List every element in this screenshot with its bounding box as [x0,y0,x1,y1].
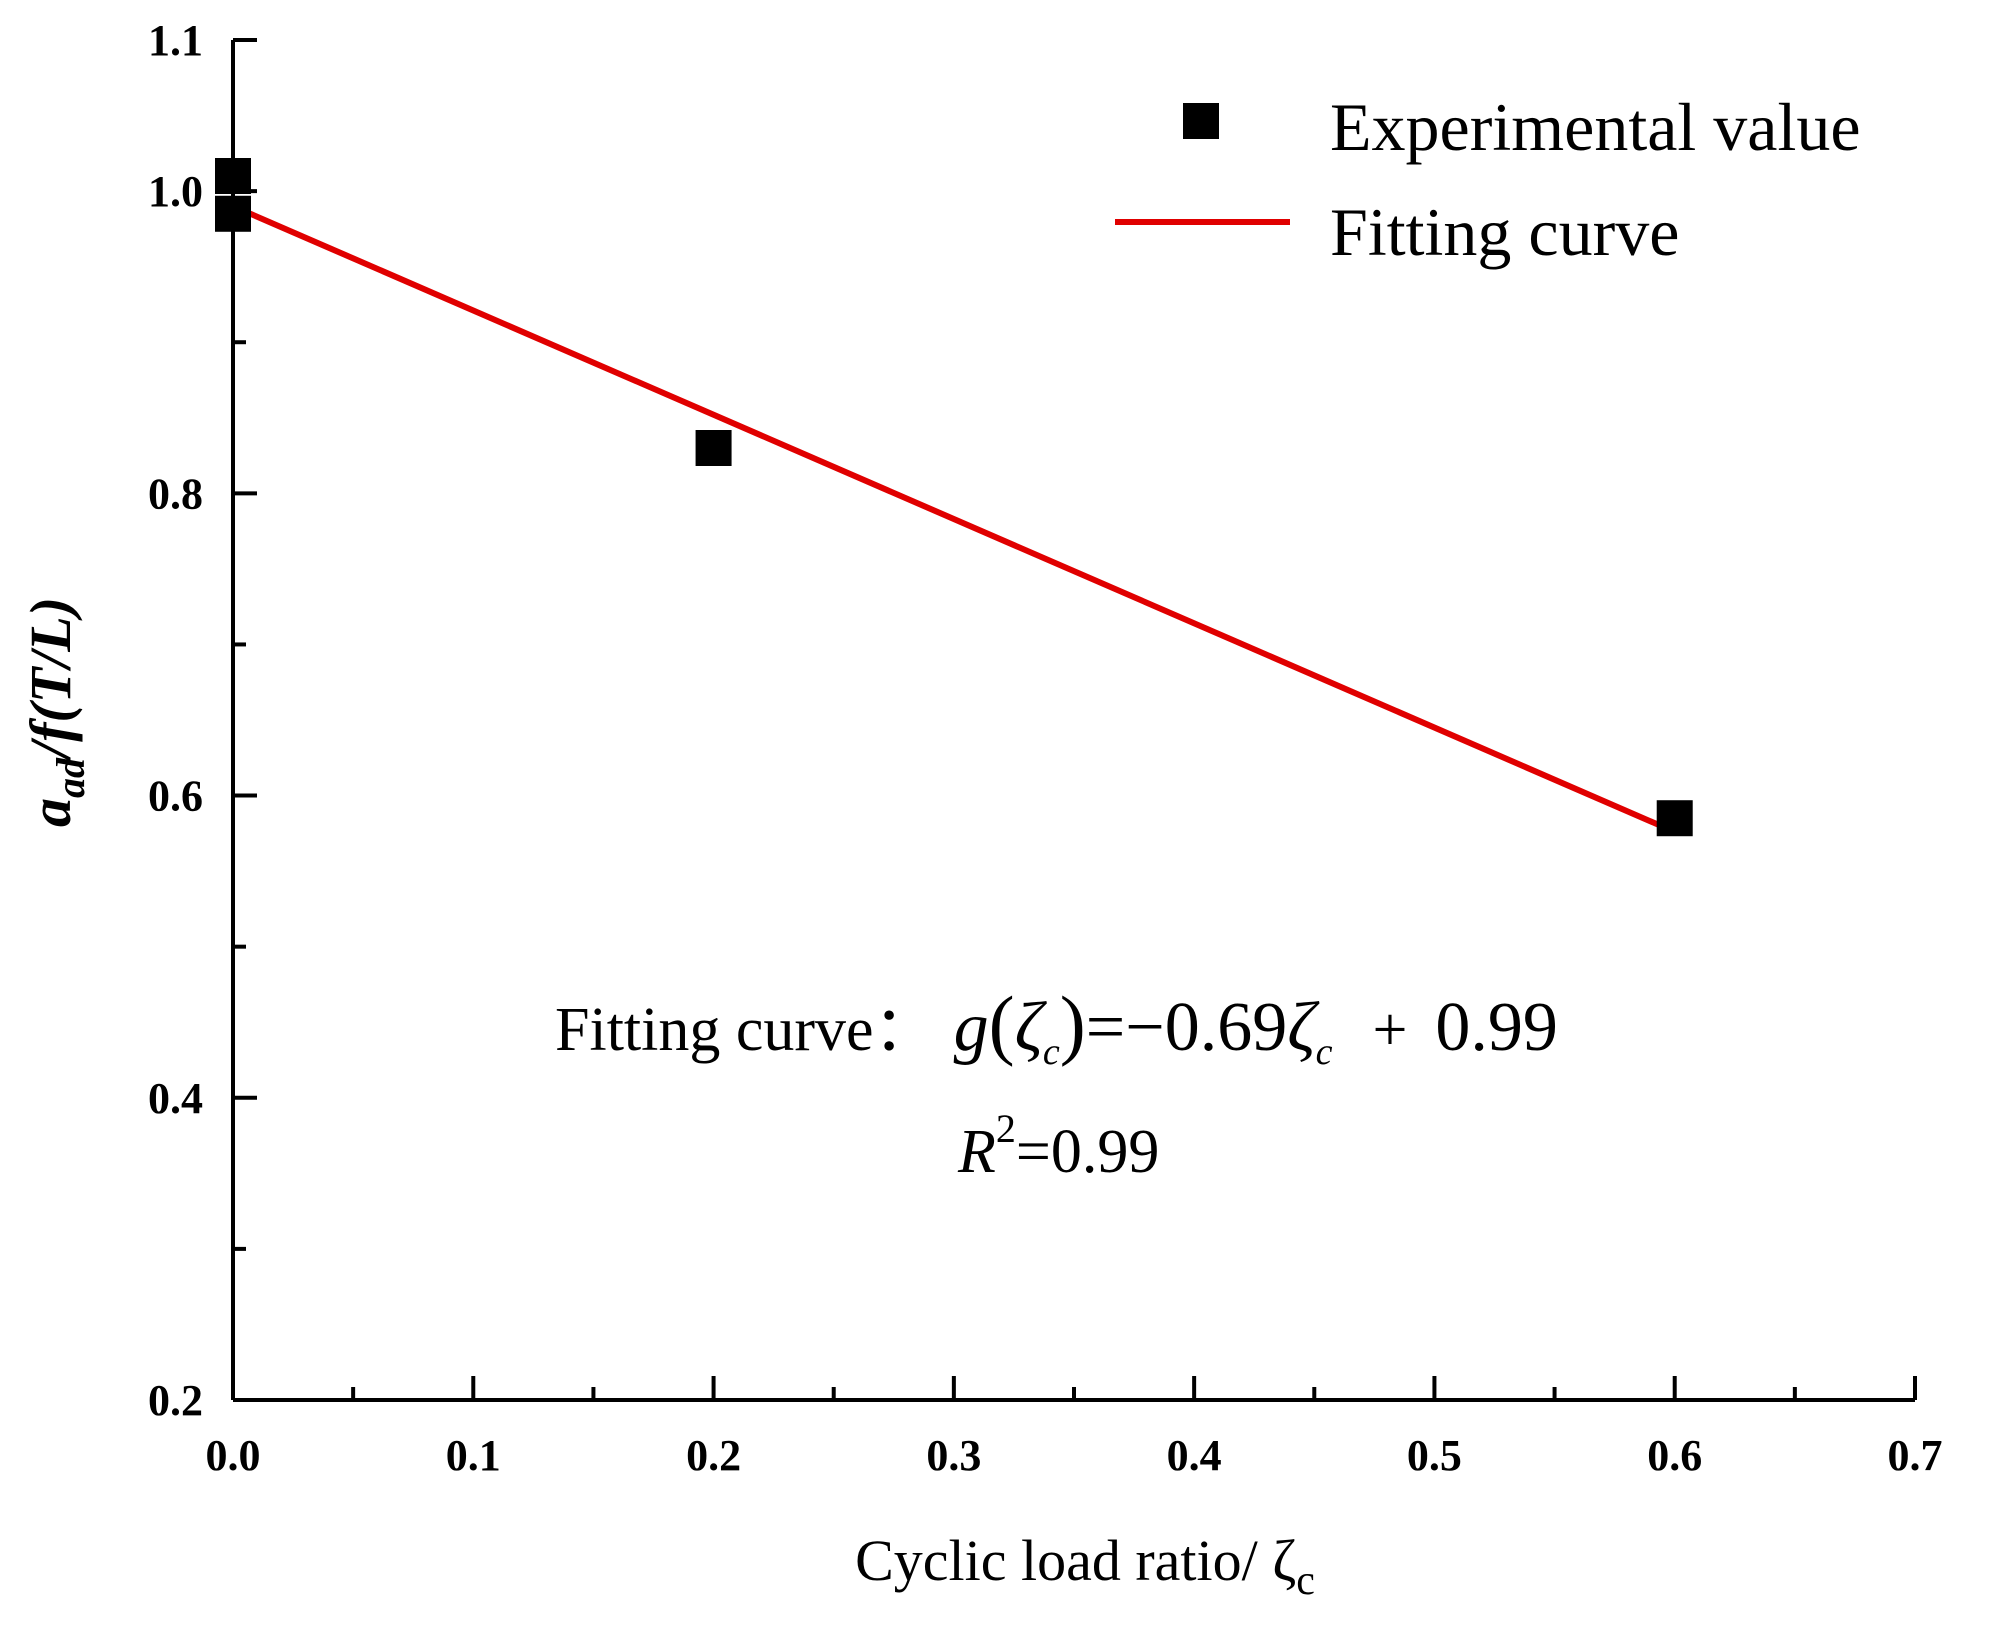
legend-marker-square [1183,103,1219,139]
fit-equation-fn: g [954,989,989,1066]
fit-equation-annotation: Fitting curve： g(ζc)=−0.69ζc +0.99 R2=0.99 [555,980,1558,1186]
x-tick-label: 0.2 [686,1431,741,1480]
data-point [1656,800,1693,837]
y-tick-label: 0.8 [148,469,203,518]
x-tick-label: 0.7 [1888,1431,1943,1480]
r-squared-symbol: R [957,1118,996,1186]
x-tick-label: 0.3 [926,1431,981,1480]
fit-equation-label: Fitting curve： [555,996,936,1064]
data-point [215,158,251,194]
y-axis-title-main: a [18,798,83,827]
x-tick-label: 0.4 [1167,1431,1222,1480]
y-tick-label: 1.0 [148,167,203,216]
fit-equation-paren-close: ) [1060,980,1086,1067]
y-axis-title-subscript: ad [48,757,93,798]
y-axis-title: aad/f(T/L) [18,597,93,827]
r-squared-value: =0.99 [1016,1118,1159,1186]
fit-equation-plus: + [1372,996,1407,1064]
x-tick-label: 0.5 [1407,1431,1462,1480]
data-point [695,430,732,466]
fit-equation: Fitting curve： g(ζc)=−0.69ζc +0.99 [555,980,1558,1073]
y-axis-title-rest: /f(T/L) [18,597,83,762]
fit-equation-zeta-2: ζ [1287,989,1320,1066]
legend-entry-fitting: Fitting curve [1330,194,1679,270]
r-squared-exponent: 2 [996,1106,1016,1151]
x-axis-title: Cyclic load ratio/ ζc [855,1528,1315,1604]
y-tick-label: 0.2 [148,1376,203,1425]
legend: Experimental value Fitting curve [1115,89,1861,270]
data-point [215,195,251,232]
fit-equation-intercept: 0.99 [1435,989,1558,1066]
fit-equation-paren-open: ( [989,980,1015,1067]
y-tick-label: 1.1 [148,16,203,65]
x-tick-label: 0.1 [446,1431,501,1480]
x-ticks: 0.0 0.1 0.2 0.3 0.4 0.5 0.6 0.7 [206,1376,1943,1480]
x-tick-label: 0.0 [206,1431,261,1480]
x-tick-label: 0.6 [1647,1431,1702,1480]
fit-equation-zeta: ζ [1015,989,1048,1066]
fit-equation-rhs: =−0.69 [1086,989,1287,1066]
y-ticks: 0.2 0.4 0.6 0.8 1.0 1.1 [148,16,257,1425]
y-tick-label: 0.6 [148,772,203,821]
fit-equation-zeta-2-sub: c [1316,1031,1333,1073]
x-axis-title-subscript: c [1296,1558,1315,1604]
y-tick-label: 0.4 [148,1074,203,1123]
fit-equation-zeta-sub: c [1043,1031,1060,1073]
fitting-curve-line [231,203,1676,835]
experimental-points [215,158,1693,837]
legend-entry-experimental: Experimental value [1330,89,1861,165]
r-squared: R2=0.99 [957,1106,1159,1186]
x-axis-title-text: Cyclic load ratio/ ζ [855,1528,1296,1593]
